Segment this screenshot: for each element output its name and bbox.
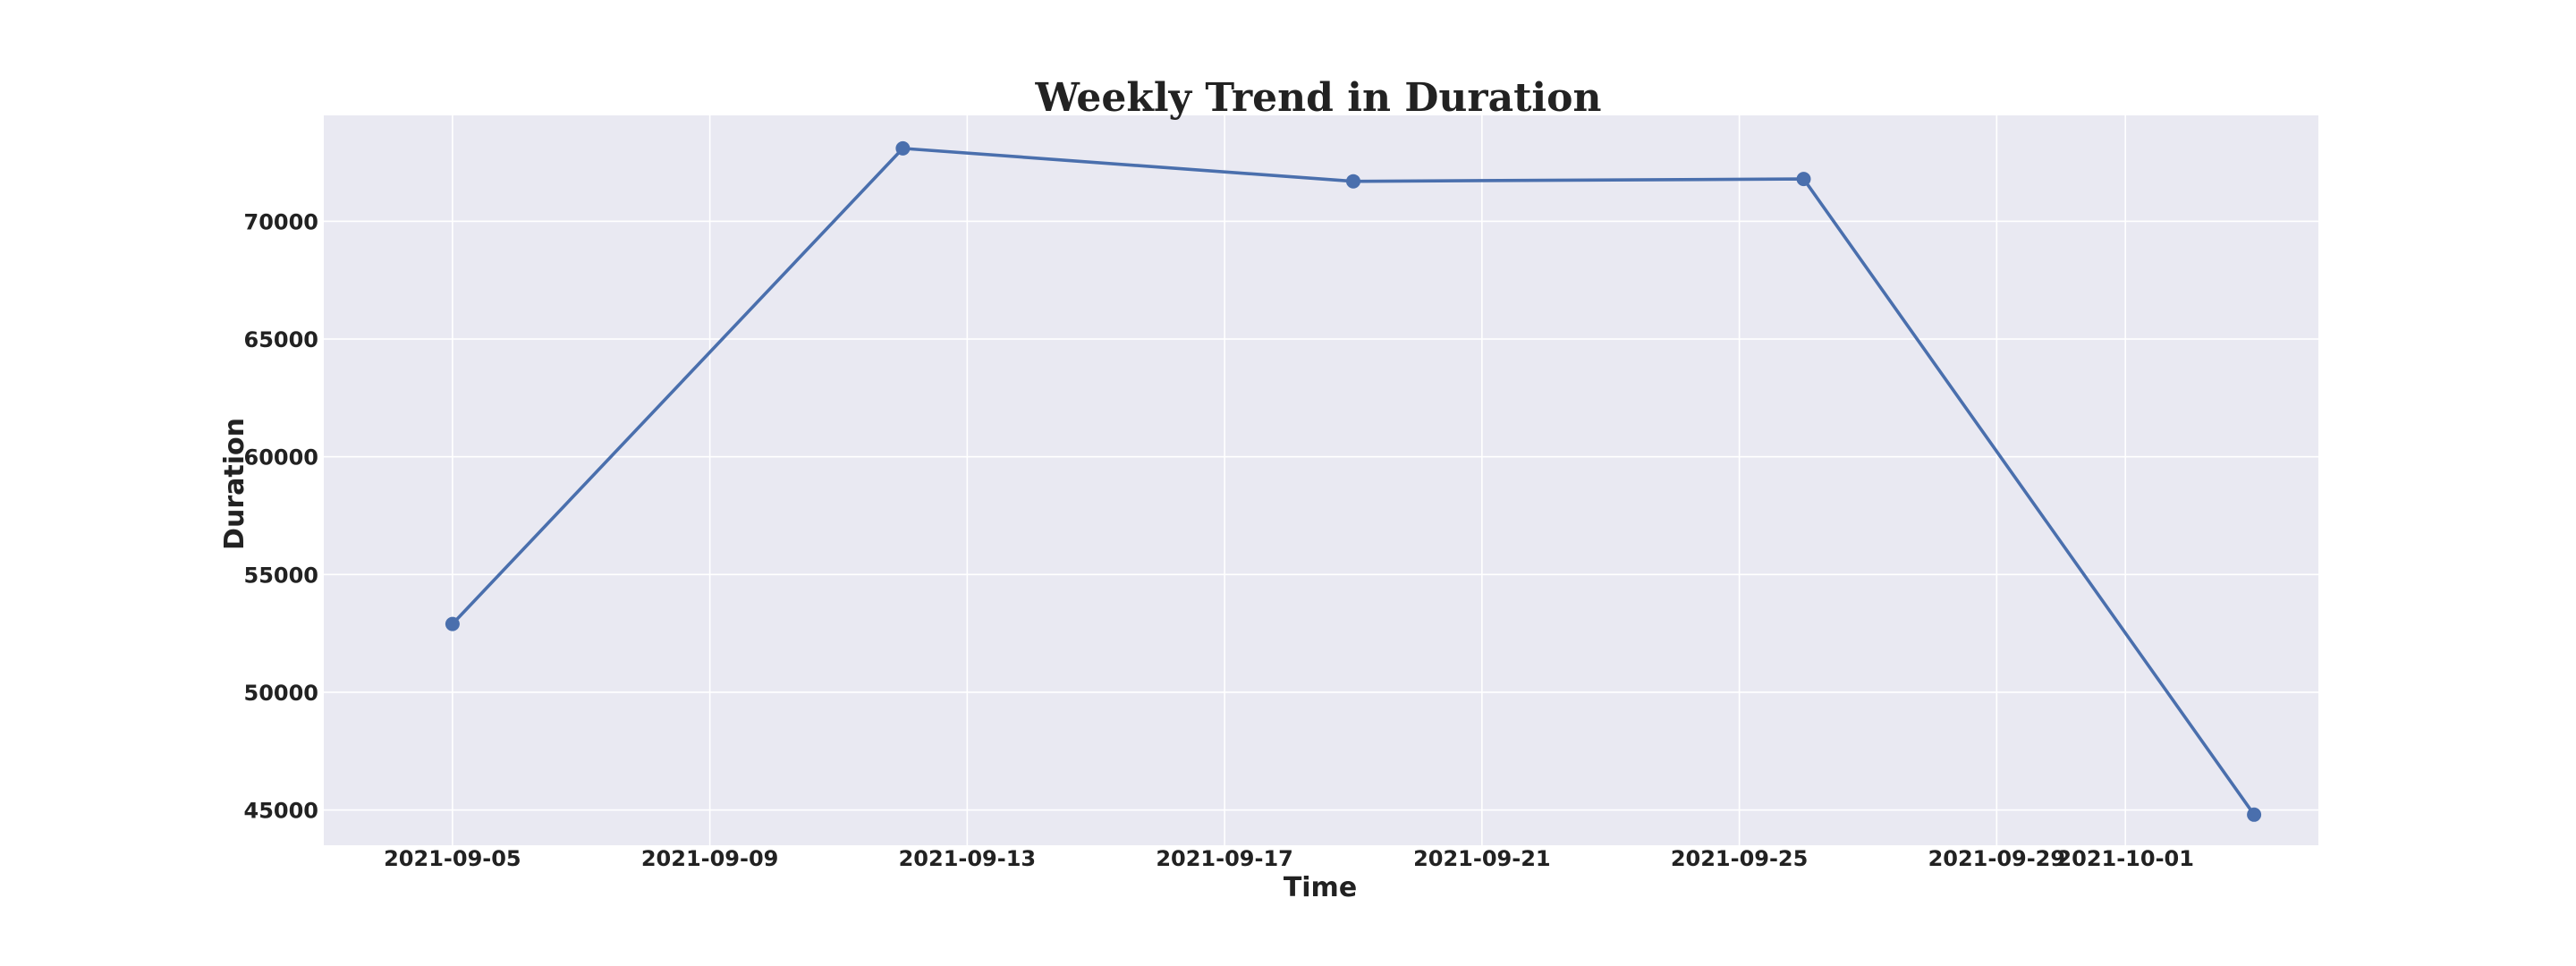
grid-lines [324,115,2318,845]
x-axis-label: Time [1284,872,1357,903]
y-tick-label: 60000 [244,445,319,470]
y-axis-label: Duration [219,418,250,550]
y-tick-label: 55000 [244,563,319,588]
x-tick-label: 2021-09-13 [899,846,1037,871]
plot-area [324,115,2318,845]
y-tick-labels: 45000 50000 55000 60000 65000 70000 [244,209,319,823]
x-tick-label: 2021-09-21 [1413,846,1551,871]
data-point [1796,172,1811,187]
x-tick-label: 2021-09-09 [641,846,779,871]
y-tick-label: 45000 [244,799,319,824]
x-tick-label: 2021-09-05 [384,846,521,871]
x-tick-label: 2021-09-25 [1671,846,1809,871]
y-tick-label: 70000 [244,209,319,234]
y-tick-label: 65000 [244,327,319,352]
x-tick-labels: 2021-09-05 2021-09-09 2021-09-13 2021-09-17… [384,846,2194,871]
data-point [1346,174,1360,189]
x-tick-label: 2021-09-17 [1156,846,1293,871]
data-point [2247,807,2262,822]
data-point [895,140,911,156]
chart-title: Weekly Trend in Duration [1035,75,1602,121]
x-tick-label: 2021-10-01 [2056,846,2194,871]
data-point [445,616,460,631]
x-tick-label: 2021-09-29 [1928,846,2066,871]
data-series [445,140,2262,822]
y-tick-label: 50000 [244,681,319,706]
